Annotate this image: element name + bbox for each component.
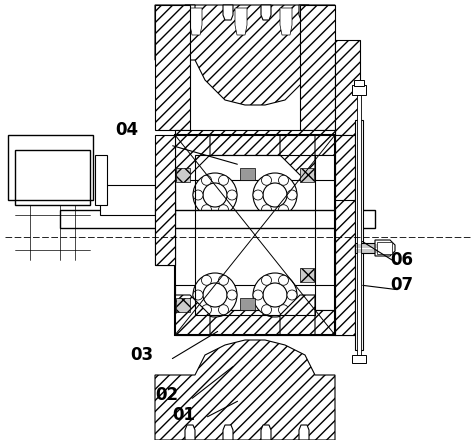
Circle shape: [262, 205, 272, 215]
Circle shape: [253, 190, 263, 200]
Polygon shape: [261, 425, 271, 440]
Bar: [335, 135, 355, 200]
Circle shape: [279, 175, 289, 185]
Circle shape: [193, 273, 237, 317]
Bar: [335, 40, 360, 335]
Polygon shape: [375, 240, 395, 256]
Circle shape: [262, 175, 272, 185]
Text: 01: 01: [172, 406, 195, 424]
Bar: [352, 85, 366, 95]
Bar: [357, 95, 361, 355]
Bar: [60, 210, 375, 228]
Polygon shape: [223, 425, 233, 440]
Circle shape: [287, 290, 297, 300]
Text: 06: 06: [390, 251, 413, 269]
Bar: [15, 150, 90, 205]
Bar: [377, 242, 392, 254]
Circle shape: [227, 290, 237, 300]
Circle shape: [262, 305, 272, 315]
Bar: [175, 155, 335, 180]
Polygon shape: [175, 135, 210, 175]
Bar: [335, 135, 355, 335]
Polygon shape: [261, 5, 271, 20]
Polygon shape: [299, 5, 309, 20]
Bar: [352, 355, 366, 363]
Bar: [176, 168, 190, 182]
Bar: [355, 243, 377, 253]
Bar: [175, 285, 335, 310]
Bar: [300, 5, 335, 130]
Polygon shape: [185, 5, 195, 20]
Text: 02: 02: [155, 386, 178, 404]
Circle shape: [219, 305, 228, 315]
Polygon shape: [155, 5, 335, 105]
Circle shape: [203, 283, 227, 307]
Bar: [175, 135, 335, 335]
Polygon shape: [299, 425, 309, 440]
Circle shape: [201, 175, 211, 185]
Polygon shape: [190, 8, 202, 35]
Bar: [175, 135, 335, 335]
Polygon shape: [175, 295, 210, 335]
Bar: [100, 185, 175, 215]
Bar: [240, 168, 255, 180]
Circle shape: [253, 273, 297, 317]
Text: 03: 03: [130, 346, 153, 364]
Circle shape: [253, 173, 297, 217]
Circle shape: [219, 175, 228, 185]
Circle shape: [263, 283, 287, 307]
Circle shape: [203, 183, 227, 207]
Bar: [155, 205, 175, 265]
Circle shape: [279, 205, 289, 215]
Bar: [155, 5, 190, 130]
Circle shape: [201, 275, 211, 285]
Polygon shape: [155, 340, 335, 440]
Circle shape: [219, 275, 228, 285]
Bar: [155, 165, 175, 215]
Polygon shape: [185, 425, 195, 440]
Circle shape: [287, 190, 297, 200]
Bar: [300, 268, 314, 282]
Polygon shape: [280, 8, 292, 35]
Bar: [176, 298, 190, 312]
Circle shape: [219, 205, 228, 215]
Circle shape: [201, 305, 211, 315]
Text: 04: 04: [115, 121, 138, 139]
Circle shape: [262, 275, 272, 285]
Circle shape: [193, 290, 203, 300]
Bar: [240, 298, 255, 310]
Polygon shape: [235, 8, 247, 35]
Bar: [8, 135, 93, 200]
Circle shape: [279, 275, 289, 285]
Circle shape: [201, 205, 211, 215]
Polygon shape: [280, 135, 315, 175]
Bar: [355, 120, 363, 350]
Circle shape: [263, 183, 287, 207]
Bar: [95, 155, 107, 205]
Circle shape: [279, 305, 289, 315]
Bar: [354, 80, 364, 86]
Circle shape: [193, 190, 203, 200]
Polygon shape: [223, 5, 233, 20]
Circle shape: [253, 290, 263, 300]
Bar: [195, 155, 315, 315]
Text: 07: 07: [390, 276, 413, 294]
Bar: [300, 168, 314, 182]
Circle shape: [227, 190, 237, 200]
Polygon shape: [280, 295, 315, 335]
Bar: [175, 130, 335, 155]
Bar: [175, 310, 335, 335]
Circle shape: [193, 173, 237, 217]
Bar: [155, 135, 175, 265]
